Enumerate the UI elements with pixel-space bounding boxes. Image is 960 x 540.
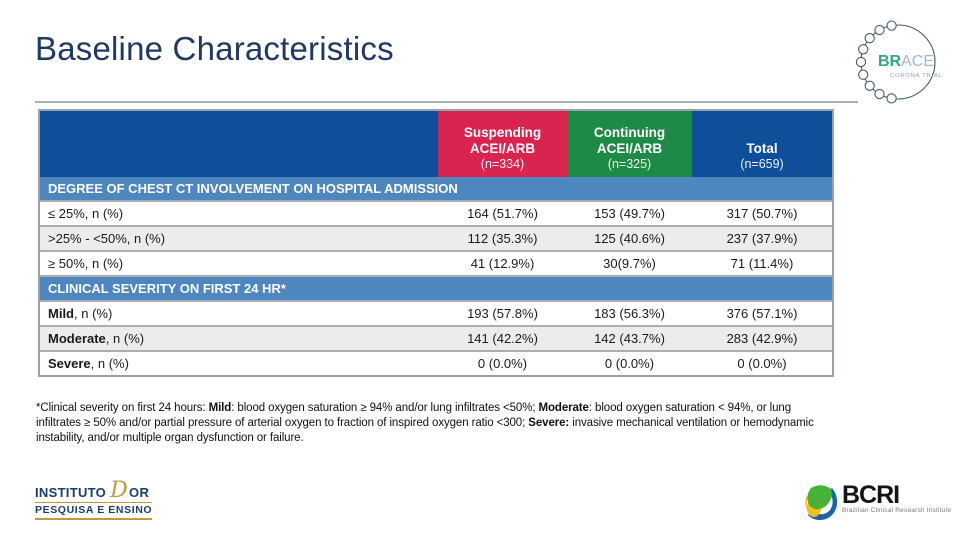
- footnote-term: Moderate: [538, 402, 589, 414]
- cell-value: 141 (42.2%): [438, 327, 567, 350]
- bcri-subtitle: Brazilian Clinical Research Institute: [842, 507, 952, 514]
- cell-value: 71 (11.4%): [692, 252, 832, 275]
- footnote: *Clinical severity on first 24 hours: Mi…: [36, 401, 828, 446]
- table-body: DEGREE OF CHEST CT INVOLVEMENT ON HOSPIT…: [40, 177, 832, 375]
- section-header: CLINICAL SEVERITY ON FIRST 24 HR*: [40, 277, 832, 300]
- page-title: Baseline Characteristics: [35, 30, 394, 67]
- column-header: Total (n=659): [692, 111, 832, 177]
- cell-value: 142 (43.7%): [567, 327, 692, 350]
- row-label-bold: Mild: [48, 306, 74, 321]
- footnote-text: : blood oxygen saturation ≥ 94% and/or l…: [231, 402, 539, 414]
- column-header-label: Total: [746, 141, 778, 156]
- cell-value: 112 (35.3%): [438, 227, 567, 250]
- row-label: ≥ 50%, n (%): [40, 252, 438, 275]
- cell-value: 0 (0.0%): [438, 352, 567, 375]
- row-label-text: , n (%): [90, 356, 129, 371]
- cell-value: 153 (49.7%): [567, 202, 692, 225]
- row-label-text: ≤ 25%, n (%): [48, 206, 124, 221]
- title-underline: [35, 101, 858, 103]
- row-label: Severe, n (%): [40, 352, 438, 375]
- cell-value: 317 (50.7%): [692, 202, 832, 225]
- table-row: ≤ 25%, n (%) 164 (51.7%) 153 (49.7%) 317 (5…: [40, 200, 832, 225]
- brace-virus-icon: BRACE CORONA TRIAL: [855, 20, 943, 104]
- row-label-bold: Moderate: [48, 331, 106, 346]
- cell-value: 193 (57.8%): [438, 302, 567, 325]
- bcri-shield-icon: [805, 485, 838, 521]
- idor-word1: INSTITUTO: [35, 485, 107, 500]
- brace-logo: BRACE CORONA TRIAL: [838, 12, 950, 112]
- row-label-text: ≥ 50%, n (%): [48, 256, 124, 271]
- column-header: Continuing ACEI/ARB (n=325): [567, 111, 692, 177]
- column-header-label: ACEI/ARB: [469, 141, 536, 156]
- table-row: Mild, n (%) 193 (57.8%) 183 (56.3%) 376 (57…: [40, 300, 832, 325]
- idor-line2: PESQUISA E ENSINO: [35, 502, 153, 520]
- idor-script-d: D: [110, 478, 129, 503]
- footnote-text: *Clinical severity on first 24 hours:: [36, 402, 209, 414]
- baseline-characteristics-table: Suspending ACEI/ARB (n=334) Continuing ACEI/…: [38, 109, 834, 377]
- brace-text-green: BR: [878, 53, 902, 70]
- cell-value: 41 (12.9%): [438, 252, 567, 275]
- instituto-dor-logo: INSTITUTO D OR PESQUISA E ENSINO: [35, 478, 153, 520]
- cell-value: 125 (40.6%): [567, 227, 692, 250]
- cell-value: 164 (51.7%): [438, 202, 567, 225]
- cell-value: 0 (0.0%): [692, 352, 832, 375]
- row-label-text: >25% - <50%, n (%): [48, 231, 166, 246]
- section-header-text: CLINICAL SEVERITY ON FIRST 24 HR*: [48, 281, 286, 296]
- cell-value: 376 (57.1%): [692, 302, 832, 325]
- row-label-text: , n (%): [105, 331, 145, 346]
- cell-value: 0 (0.0%): [567, 352, 692, 375]
- footnote-term: Severe:: [528, 417, 570, 429]
- column-header-label: Suspending: [463, 125, 542, 140]
- column-header-n: (n=334): [480, 157, 525, 171]
- footnote-text: : blood oxygen saturation < 94%, or lung…: [36, 402, 792, 429]
- row-label-text: , n (%): [74, 306, 113, 321]
- bcri-name: BCRI: [842, 481, 900, 509]
- bcri-logo: BCRI Brazilian Clinical Research Institu…: [803, 481, 952, 522]
- brace-text-gray: ACE: [901, 53, 934, 70]
- header-cell-empty: [40, 111, 438, 177]
- row-label: >25% - <50%, n (%): [40, 227, 438, 250]
- footnote-text: invasive mechanical ventilation or hemod…: [36, 417, 814, 444]
- brace-subtitle: CORONA TRIAL: [890, 73, 943, 79]
- section-header-text: DEGREE OF CHEST CT INVOLVEMENT ON HOSPIT…: [48, 181, 458, 196]
- cell-value: 183 (56.3%): [567, 302, 692, 325]
- cell-value: 237 (37.9%): [692, 227, 832, 250]
- row-label: Mild, n (%): [40, 302, 438, 325]
- row-label-bold: Severe: [48, 356, 91, 371]
- row-label: ≤ 25%, n (%): [40, 202, 438, 225]
- table-row: >25% - <50%, n (%) 112 (35.3%) 125 (40.6%)…: [40, 225, 832, 250]
- footnote-term: Mild: [208, 402, 232, 414]
- column-header-label: Continuing: [593, 125, 666, 140]
- column-header: Suspending ACEI/ARB (n=334): [438, 111, 567, 177]
- table-row: ≥ 50%, n (%) 41 (12.9%) 30(9.7%) 71 (11.4%): [40, 250, 832, 275]
- cell-value: 30(9.7%): [567, 252, 692, 275]
- table-row: Moderate, n (%) 141 (42.2%) 142 (43.7%) 283…: [40, 325, 832, 350]
- table-row: Severe, n (%) 0 (0.0%) 0 (0.0%) 0 (0.0%): [40, 350, 832, 375]
- column-header-n: (n=325): [607, 157, 652, 171]
- table-header-row: Suspending ACEI/ARB (n=334) Continuing ACEI/…: [40, 111, 832, 177]
- row-label: Moderate, n (%): [40, 327, 438, 350]
- column-header-label: ACEI/ARB: [596, 141, 663, 156]
- column-header-n: (n=659): [740, 157, 784, 171]
- svg-text:BRACE: BRACE: [878, 53, 934, 70]
- section-header: DEGREE OF CHEST CT INVOLVEMENT ON HOSPIT…: [40, 177, 832, 200]
- idor-word2: OR: [129, 485, 150, 500]
- cell-value: 283 (42.9%): [692, 327, 832, 350]
